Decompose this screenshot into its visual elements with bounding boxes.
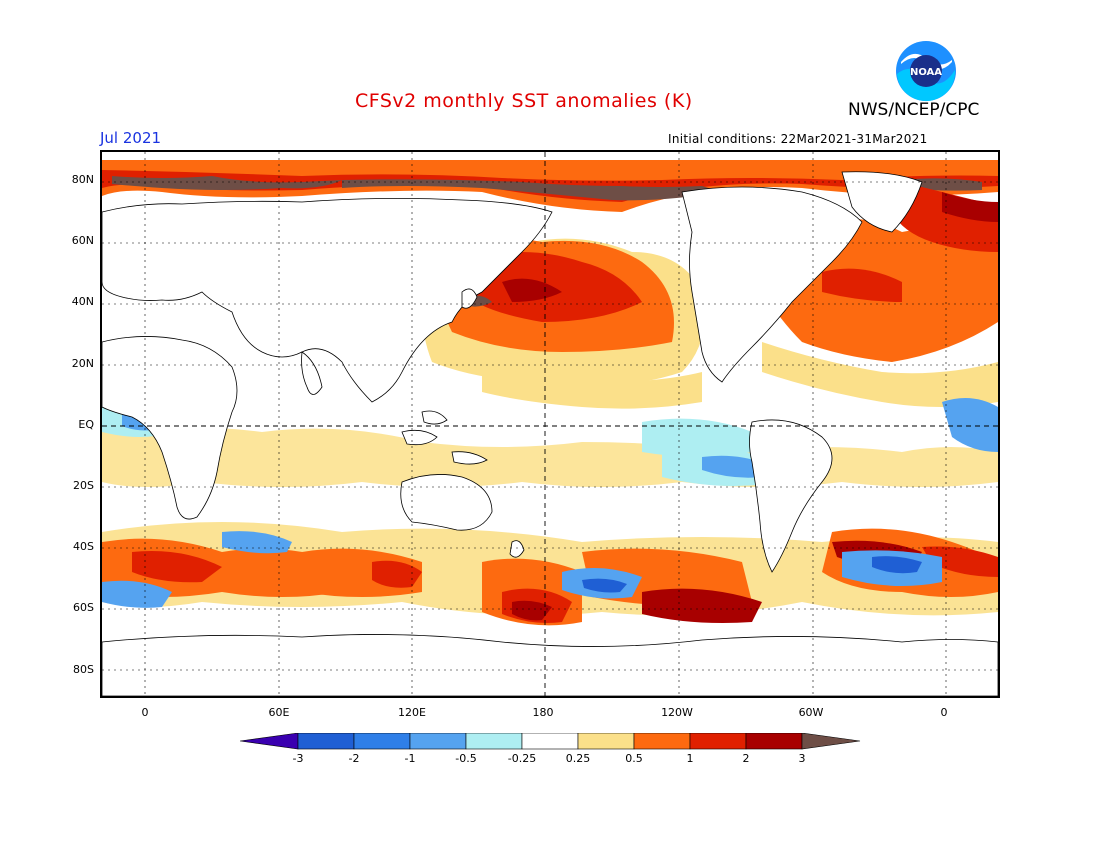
noaa-logo-icon: NOAA: [896, 41, 956, 102]
colorbar-label: 0.25: [565, 752, 591, 765]
cool-anomaly-patches: [102, 398, 998, 608]
lon-label: 0: [940, 706, 948, 719]
colorbar-swatch: [353, 733, 411, 750]
colorbar-arrow-low: [240, 733, 299, 750]
colorbar-label: -3: [292, 752, 304, 765]
colorbar-label: -2: [348, 752, 360, 765]
colorbar-swatch: [745, 733, 803, 750]
colorbar-label: -0.5: [455, 752, 477, 765]
colorbar-swatch: [577, 733, 635, 750]
colorbar-label: -0.25: [507, 752, 537, 765]
arctic-anomaly-band: [102, 160, 998, 212]
sst-anomaly-map: [100, 150, 1000, 698]
lat-label: EQ: [78, 418, 94, 431]
lon-label: 120W: [661, 706, 693, 719]
colorbar-swatch: [633, 733, 691, 750]
map-title: CFSv2 monthly SST anomalies (K): [355, 90, 693, 112]
southern-hemisphere-anomaly: [102, 427, 998, 626]
colorbar-label: 2: [742, 752, 750, 765]
colorbar-label: 1: [686, 752, 694, 765]
colorbar-swatch: [689, 733, 747, 750]
colorbar-swatch: [465, 733, 523, 750]
lat-label: 60S: [73, 601, 94, 614]
noaa-logo-text: NOAA: [910, 67, 942, 78]
initial-conditions-label: Initial conditions: 22Mar2021-31Mar2021: [668, 132, 928, 146]
lat-label: 40N: [71, 295, 94, 308]
lat-label: 40S: [73, 540, 94, 553]
colorbar: [240, 733, 861, 750]
continent-outlines: [102, 171, 998, 696]
agency-label: NWS/NCEP/CPC: [848, 100, 980, 120]
lon-label: 180: [532, 706, 554, 719]
colorbar-label: 3: [798, 752, 806, 765]
lat-label: 20S: [73, 479, 94, 492]
colorbar-label: 0.5: [625, 752, 643, 765]
colorbar-swatch: [409, 733, 467, 750]
lon-label: 60W: [798, 706, 824, 719]
lat-label: 80N: [71, 173, 94, 186]
forecast-month-label: Jul 2021: [100, 129, 162, 147]
colorbar-swatch: [521, 733, 579, 750]
lat-label: 20N: [71, 357, 94, 370]
lon-label: 120E: [398, 706, 426, 719]
lon-label: 0: [141, 706, 149, 719]
sst-anomaly-field: [102, 152, 998, 696]
colorbar-label: -1: [404, 752, 416, 765]
colorbar-swatch: [297, 733, 355, 750]
lat-label: 80S: [73, 663, 94, 676]
lon-label: 60E: [268, 706, 290, 719]
equator-dateline: [102, 152, 998, 696]
colorbar-arrow-high: [801, 733, 861, 750]
lat-label: 60N: [71, 234, 94, 247]
lat-lon-grid: [102, 152, 998, 696]
